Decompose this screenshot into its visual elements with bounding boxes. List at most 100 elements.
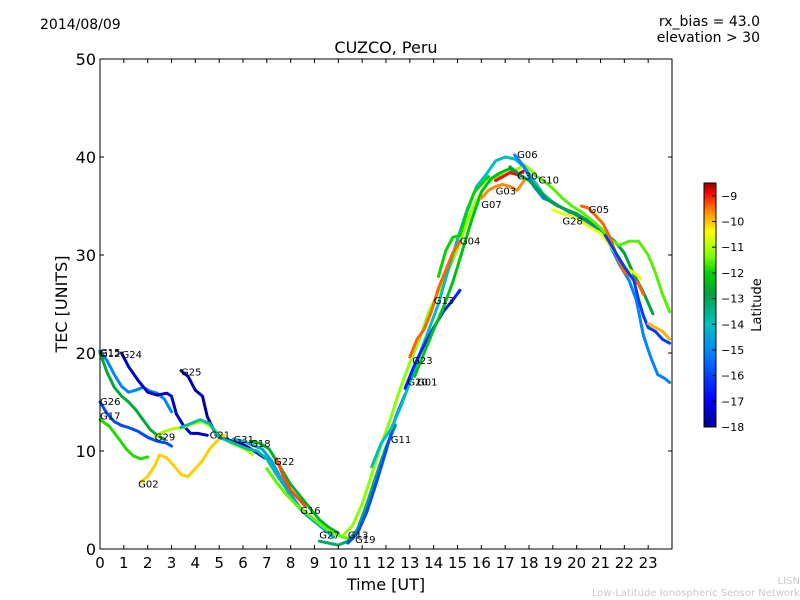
colorbar-tick-label: −13	[721, 293, 744, 306]
x-tick-label: 10	[329, 554, 348, 572]
series-label-g24: G24	[122, 350, 142, 361]
series-label-g20: G20	[407, 377, 427, 388]
series-label-g02: G02	[138, 479, 158, 490]
series-line-g09	[603, 233, 672, 345]
x-tick-label: 17	[496, 554, 515, 572]
colorbar: −9 −10 −11 −12 −13 −14 −15 −16 −17 −18 Latitude	[703, 182, 765, 434]
colorbar-tick-label: −9	[721, 190, 737, 203]
colorbar-ticks: −9 −10 −11 −12 −13 −14 −15 −16 −17 −18	[712, 190, 744, 434]
y-tick-label: 40	[76, 148, 96, 167]
colorbar-gradient	[703, 182, 717, 428]
y-tick-label: 20	[76, 344, 96, 363]
series-label-g15: G15	[100, 348, 120, 359]
x-tick-label: 22	[615, 554, 634, 572]
series-label-g26: G26	[100, 397, 120, 408]
elevation-annotation: elevation > 30	[656, 30, 760, 46]
series-line-g28	[551, 208, 643, 280]
series-label-g22: G22	[274, 457, 294, 468]
series-line-g26	[98, 400, 173, 448]
colorbar-tick-label: −17	[721, 395, 744, 408]
x-axis-label: Time [UT]	[346, 575, 425, 594]
x-tick-label: 2	[143, 554, 153, 572]
series-line-g10	[532, 173, 672, 314]
series-line-g16	[265, 467, 355, 541]
y-axis-label: TEC [UNITS]	[52, 256, 71, 354]
series-line-g12	[98, 351, 166, 441]
x-tick-label: 9	[310, 554, 320, 572]
chart-title: CUZCO, Peru	[334, 38, 438, 57]
series-line-g31	[232, 437, 336, 539]
x-tick-label: 8	[286, 554, 296, 572]
x-tick-label: 3	[167, 554, 177, 572]
series-label-g05: G05	[589, 205, 609, 216]
series-label-g07: G07	[481, 200, 501, 211]
series-line-g30	[508, 165, 655, 316]
colorbar-tick-label: −11	[721, 241, 744, 254]
series-label-g13: G13	[434, 296, 454, 307]
x-tick-label: 23	[639, 554, 658, 572]
colorbar-label: Latitude	[750, 278, 765, 332]
series-label-g23: G23	[412, 356, 432, 367]
series-label-g17: G17	[100, 412, 120, 423]
y-tick-label: 10	[76, 442, 96, 461]
series-label-g16: G16	[300, 506, 320, 517]
colorbar-tick-label: −14	[721, 318, 744, 331]
series-label-g18: G18	[250, 439, 270, 450]
series-label-g04: G04	[460, 236, 480, 247]
series-line-g18	[248, 439, 340, 535]
series-line-g07	[479, 179, 526, 200]
series-label-g11: G11	[391, 435, 411, 446]
x-tick-label: 20	[567, 554, 586, 572]
y-tick-label: 30	[76, 246, 96, 265]
series-label-g06: G06	[517, 150, 537, 161]
credit-acronym: LISN	[777, 576, 800, 587]
colorbar-tick-label: −12	[721, 267, 744, 280]
series-line-g13	[341, 163, 536, 537]
colorbar-tick-label: −16	[721, 370, 744, 383]
series-line-g22	[274, 457, 307, 508]
series-label-g25: G25	[181, 368, 201, 379]
x-tick-label: 21	[591, 554, 610, 572]
y-tick-label: 50	[76, 50, 96, 69]
series-label-g03: G03	[496, 186, 516, 197]
series-label-g27: G27	[319, 530, 339, 541]
y-tick-label: 0	[86, 540, 96, 559]
x-tick-label: 5	[214, 554, 224, 572]
series-line-g02	[139, 433, 226, 484]
series-line-g11	[370, 155, 555, 469]
series-label-g13: G13	[348, 530, 368, 541]
series-line-g23	[408, 239, 462, 359]
rx-bias-annotation: rx_bias = 43.0	[658, 14, 760, 30]
date-label: 2014/08/09	[40, 17, 121, 33]
series-label-g10: G10	[539, 176, 559, 187]
x-tick-label: 18	[519, 554, 538, 572]
series-label-g01: G01	[417, 377, 437, 388]
x-tick-label: 19	[543, 554, 562, 572]
x-tick-label: 0	[95, 554, 105, 572]
x-tick-label: 16	[472, 554, 491, 572]
axis-ticks: 0 1 2 3 4 5 6 7 8 9 10 11 12 13 14 15 16 17 18 19 20 21 22 2301…	[76, 50, 672, 572]
x-tick-label: 6	[238, 554, 248, 572]
series-line-g27	[317, 424, 397, 547]
colorbar-tick-label: −18	[721, 421, 744, 434]
x-tick-label: 4	[191, 554, 201, 572]
x-tick-label: 12	[376, 554, 395, 572]
x-tick-label: 13	[400, 554, 419, 572]
x-tick-label: 1	[119, 554, 129, 572]
series-label-g21: G21	[210, 430, 230, 441]
x-tick-label: 14	[424, 554, 443, 572]
series-label-g29: G29	[155, 432, 175, 443]
series-line-g01	[413, 167, 521, 378]
colorbar-tick-label: −10	[721, 216, 744, 229]
series-label-g28: G28	[562, 217, 582, 228]
colorbar-tick-label: −15	[721, 344, 744, 357]
series-label-g30: G30	[517, 172, 537, 183]
credit-fullname: Low-Latitude Ionospheric Sensor Network	[592, 588, 800, 599]
x-tick-label: 7	[262, 554, 272, 572]
series-line-g04	[436, 175, 490, 279]
series-line-g17	[98, 418, 150, 461]
series-line-g08	[646, 322, 672, 341]
series-label-g12: G12	[100, 349, 120, 360]
